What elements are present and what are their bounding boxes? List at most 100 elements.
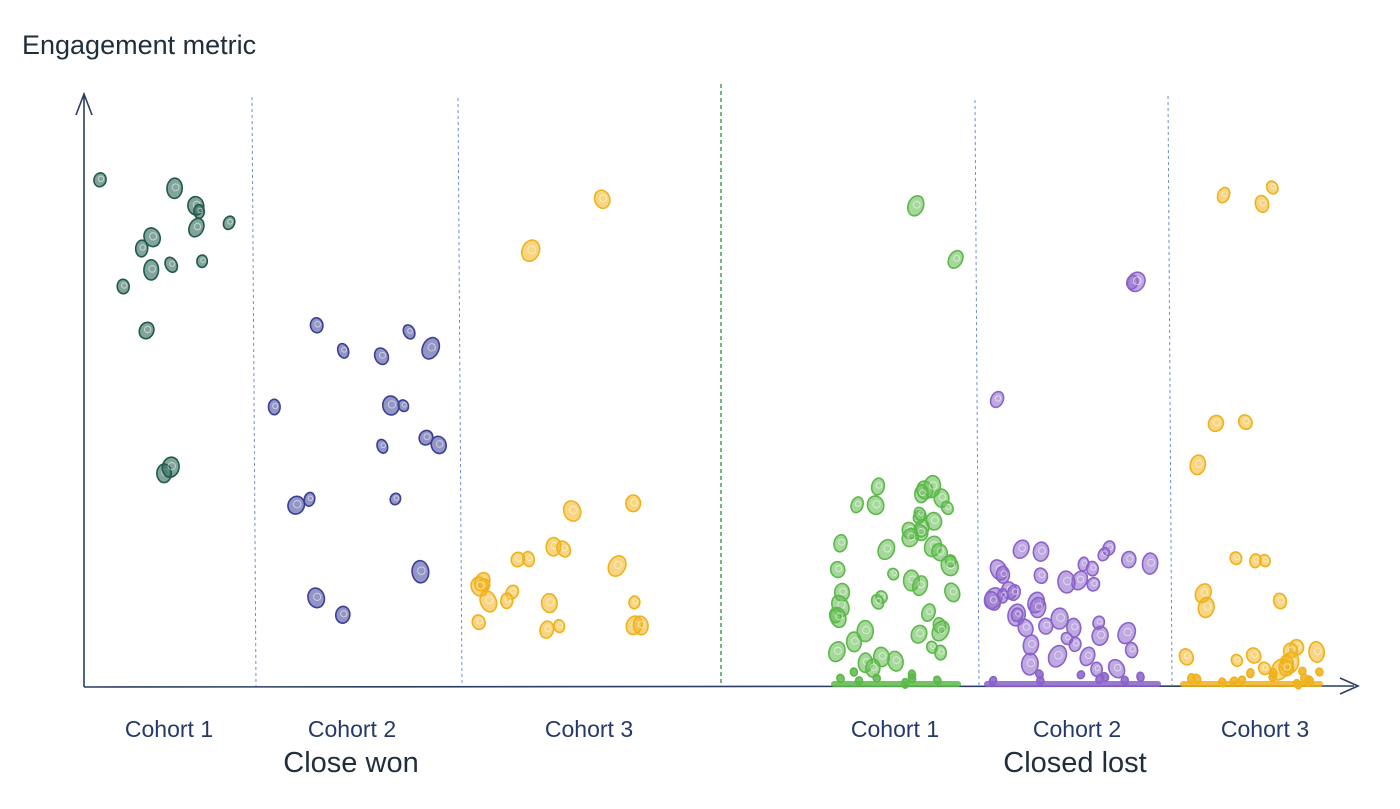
point-closed-lost-cohort-1 [887,650,904,672]
point-closed-lost-cohort-3 [1245,647,1262,664]
point-scribble [1147,558,1155,567]
point-closed-lost-cohort-2 [1085,560,1100,577]
point-scribble [1233,554,1241,561]
axes [75,91,1360,695]
point-scribble [379,351,386,359]
point-scribble [1011,588,1019,595]
point-scribble [139,244,146,251]
cohort-label-close-won-2: Cohort 2 [307,716,397,742]
point-scribble [872,500,881,509]
data-points [93,172,1326,690]
point-scribble [515,555,523,562]
point-close-won-cohort-2 [267,398,281,416]
point-close-won-cohort-2 [430,435,448,455]
point-scribble [313,592,322,602]
point-closed-lost-cohort-3 [1178,648,1195,666]
point-close-won-cohort-1 [196,254,209,269]
y-axis-label: Engagement metric [22,30,257,60]
point-closed-lost-cohort-2 [1020,652,1039,676]
point-close-won-cohort-3 [625,494,642,513]
point-close-won-cohort-3 [539,620,555,639]
point-close-won-cohort-2 [411,559,430,584]
point-scribble [407,328,414,334]
point-close-won-cohort-1 [93,172,107,188]
point-scribble [1001,591,1007,598]
point-scribble [393,495,400,501]
point-scribble [862,626,871,635]
point-scribble [1084,651,1093,660]
point-scribble [917,527,926,536]
point-scribble [143,325,152,334]
cohort-label-closed-lost-1: Cohort 1 [850,716,940,742]
point-scribble [1283,663,1291,671]
point-scribble [1253,556,1260,563]
point-closed-lost-cohort-2 [1126,271,1146,293]
point-scribble [510,588,517,595]
point-scribble [227,218,234,225]
point-closed-lost-cohort-3 [1308,641,1326,663]
point-close-won-cohort-3 [510,551,526,568]
point-scribble [417,566,426,576]
point-closed-lost-cohort-3 [1278,659,1295,677]
point-closed-lost-cohort-2 [1050,607,1069,630]
point-closed-lost-cohort-3 [1237,414,1253,431]
point-scribble [200,257,206,264]
point-scribble [931,516,939,525]
point-closed-lost-cohort-2 [1100,671,1110,682]
point-closed-lost-cohort-3 [1216,186,1231,204]
point-closed-lost-cohort-2 [1120,550,1137,569]
point-closed-lost-cohort-2 [1141,552,1159,575]
point-scribble [148,265,156,273]
point-scribble [1094,665,1101,672]
point-closed-lost-cohort-1 [910,624,928,644]
point-scribble [1097,630,1106,639]
point-scribble [1065,634,1071,641]
point-scribble [926,608,933,615]
point-closed-lost-cohort-2 [1047,644,1068,668]
point-scribble [1106,544,1114,551]
point-closed-lost-cohort-1 [827,641,846,663]
point-scribble [1034,602,1043,611]
point-closed-lost-cohort-3 [1272,592,1288,610]
point-closed-lost-cohort-1 [866,495,885,516]
point-scribble [401,401,408,408]
point-closed-lost-cohort-1 [829,606,847,629]
point-scribble [1313,647,1322,655]
point-close-won-cohort-2 [381,395,400,416]
point-scribble [1203,602,1212,611]
point-close-won-cohort-3 [562,500,582,522]
point-scribble [637,620,646,629]
point-scribble [340,610,348,618]
group-label-closed-lost: Closed lost [1003,747,1147,779]
point-scribble [878,652,887,660]
point-close-won-cohort-3 [556,540,572,558]
point-scribble [427,343,436,352]
point-closed-lost-cohort-2 [1136,671,1145,683]
point-scribble [1213,418,1221,427]
point-scribble [476,617,484,625]
point-scribble [912,200,921,209]
point-closed-lost-cohort-3 [1268,671,1278,682]
cohort-separator [457,97,463,687]
point-close-won-cohort-1 [143,259,160,281]
point-closed-lost-cohort-1 [829,560,846,579]
point-closed-lost-cohort-1 [911,575,929,597]
point-scribble [1123,627,1132,637]
point-scribble [167,462,176,471]
point-close-won-cohort-3 [628,595,641,610]
point-closed-lost-cohort-1 [907,195,925,217]
point-scribble [1000,570,1008,578]
point-scribble [632,598,639,605]
point-scribble [1028,640,1036,648]
point-closed-lost-cohort-1 [921,603,936,622]
point-closed-lost-cohort-1 [845,631,863,653]
point-scribble [193,222,202,231]
point-closed-lost-cohort-2 [989,390,1005,409]
point-closed-lost-cohort-1 [940,555,959,577]
point-scribble [423,433,431,441]
point-scribble [121,282,128,289]
point-close-won-cohort-2 [373,347,390,366]
group-label-close-won: Close won [283,747,419,779]
point-close-won-cohort-1 [164,256,179,274]
